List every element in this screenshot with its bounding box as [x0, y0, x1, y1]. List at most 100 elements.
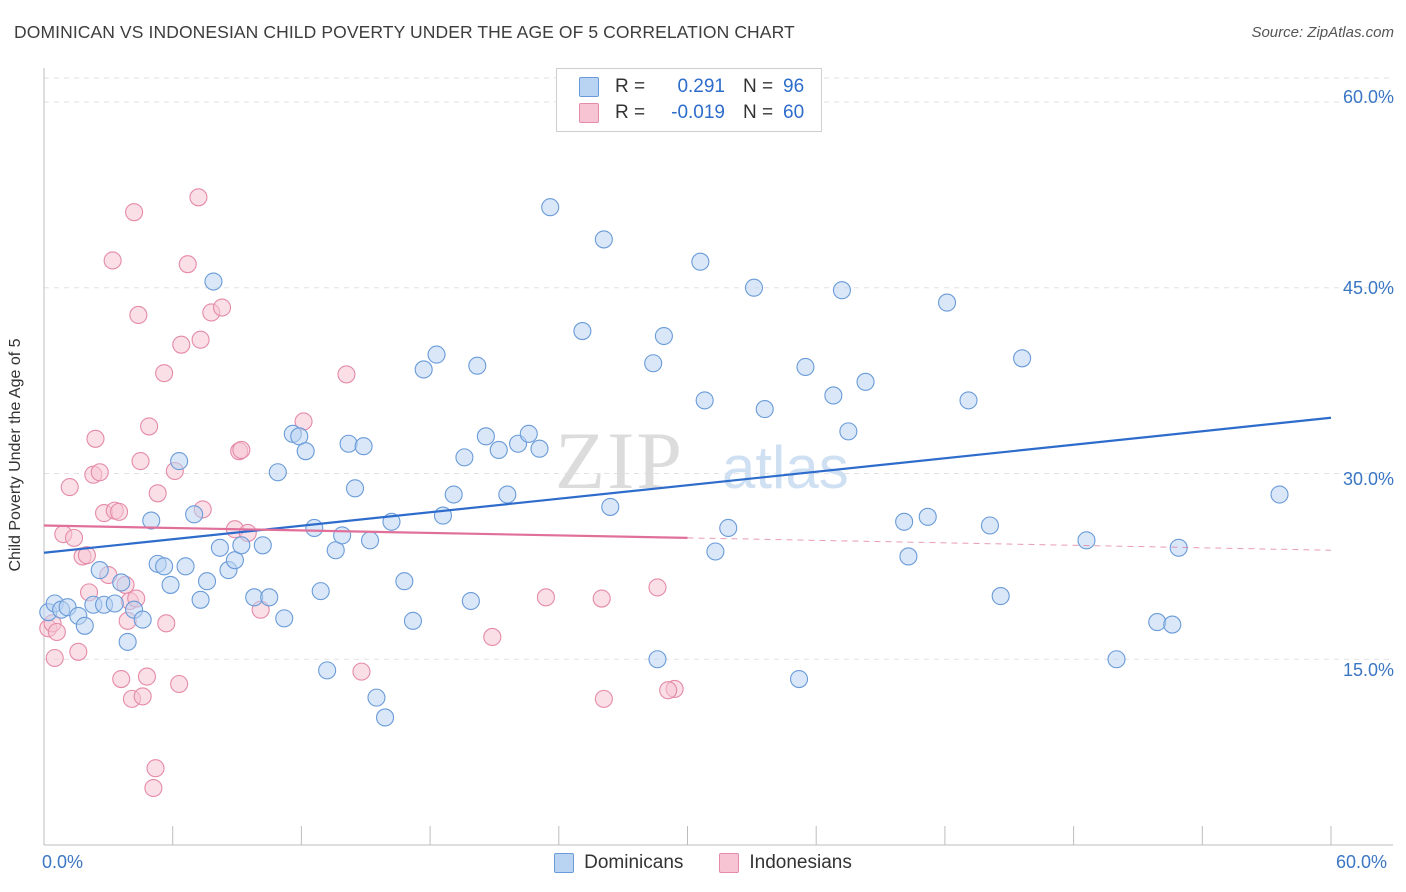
data-point [895, 512, 914, 531]
data-point [305, 518, 324, 538]
data-point [133, 687, 152, 706]
data-point [212, 298, 232, 317]
data-point [185, 505, 204, 524]
data-point [354, 437, 373, 456]
data-point [146, 759, 165, 778]
n-value: 60 [783, 102, 805, 123]
data-point [144, 778, 163, 798]
data-point [191, 590, 210, 609]
data-point [45, 648, 64, 668]
data-point [161, 575, 180, 594]
stats-row-dominicans: R = 0.291 N = 96 [579, 74, 804, 100]
data-point [654, 326, 673, 346]
data-point [1270, 485, 1289, 504]
data-point [112, 573, 131, 592]
data-point [103, 251, 122, 270]
trend-lines [43, 416, 1332, 554]
stats-row-indonesians: R = -0.019 N = 60 [579, 100, 804, 126]
data-point [118, 632, 137, 651]
watermark-zip: ZIP [555, 415, 684, 506]
y-tick-label-60: 60.0% [1342, 87, 1394, 107]
data-point [839, 422, 858, 441]
legend-label: Dominicans [584, 852, 684, 873]
n-label: N = [743, 76, 774, 97]
data-point [541, 198, 560, 217]
data-point [140, 417, 159, 436]
legend-swatch-blue [579, 77, 599, 97]
data-point [232, 440, 251, 459]
source-credit: Source: ZipAtlas.com [1251, 24, 1394, 41]
data-point [719, 518, 738, 538]
data-point [659, 681, 678, 700]
data-point [170, 674, 189, 694]
data-point [77, 546, 96, 565]
n-label: N = [743, 102, 774, 123]
legend-item-dominicans[interactable]: Dominicans [554, 852, 683, 874]
stats-legend: R = 0.291 N = 96 R = -0.019 N = 60 [556, 68, 822, 132]
y-tick-label-45: 45.0% [1342, 278, 1394, 298]
data-point [461, 591, 480, 611]
data-point [530, 439, 549, 458]
data-point [489, 440, 508, 459]
data-point [796, 357, 815, 377]
data-point [648, 578, 667, 597]
data-point [90, 463, 109, 482]
data-point [691, 252, 710, 271]
data-point [105, 594, 124, 613]
data-point [296, 442, 315, 461]
data-point [959, 391, 978, 410]
data-point [189, 188, 208, 207]
data-point [142, 511, 161, 530]
data-point [789, 670, 809, 689]
data-point [592, 589, 611, 608]
data-point [232, 536, 251, 555]
axes [43, 68, 1393, 846]
data-point [333, 526, 352, 545]
data-point [275, 609, 294, 628]
legend-label: Indonesians [749, 852, 852, 873]
data-point [148, 484, 167, 503]
r-label: R = [615, 102, 646, 123]
data-point [573, 322, 592, 341]
data-point [112, 670, 131, 689]
data-point [519, 424, 538, 443]
trend-line-dominicans [43, 416, 1332, 554]
data-point [204, 272, 223, 291]
series-legend: Dominicans Indonesians [0, 852, 1406, 874]
data-point [376, 708, 395, 727]
data-point [318, 661, 337, 680]
data-point [824, 386, 843, 405]
watermark: ZIP atlas [555, 415, 849, 506]
data-point [644, 354, 663, 373]
data-point [125, 203, 144, 222]
data-point [937, 293, 957, 312]
series-indonesians-points [39, 188, 684, 798]
data-point [1148, 613, 1167, 632]
data-point [832, 281, 851, 300]
data-point [1013, 349, 1032, 368]
data-point [367, 688, 386, 707]
data-point [311, 582, 330, 601]
data-point [172, 335, 191, 354]
data-point [991, 587, 1010, 606]
data-point [191, 330, 210, 349]
y-tick-label-30: 30.0% [1342, 469, 1394, 489]
data-point [483, 627, 502, 646]
gridlines [44, 77, 1393, 660]
legend-item-indonesians[interactable]: Indonesians [719, 852, 852, 874]
r-value: -0.019 [671, 102, 725, 123]
x-tick-label-min: 0.0% [42, 852, 84, 872]
data-point [345, 479, 365, 498]
trend-line-indonesians [43, 524, 688, 539]
data-point [155, 364, 174, 383]
n-value: 96 [783, 76, 805, 97]
data-point [648, 650, 667, 669]
data-point [899, 547, 918, 566]
data-point [1107, 650, 1126, 669]
data-point [137, 667, 157, 686]
data-point [260, 588, 279, 607]
data-point [69, 642, 88, 661]
data-point [755, 400, 774, 419]
data-point [178, 255, 197, 274]
data-point [476, 427, 495, 446]
